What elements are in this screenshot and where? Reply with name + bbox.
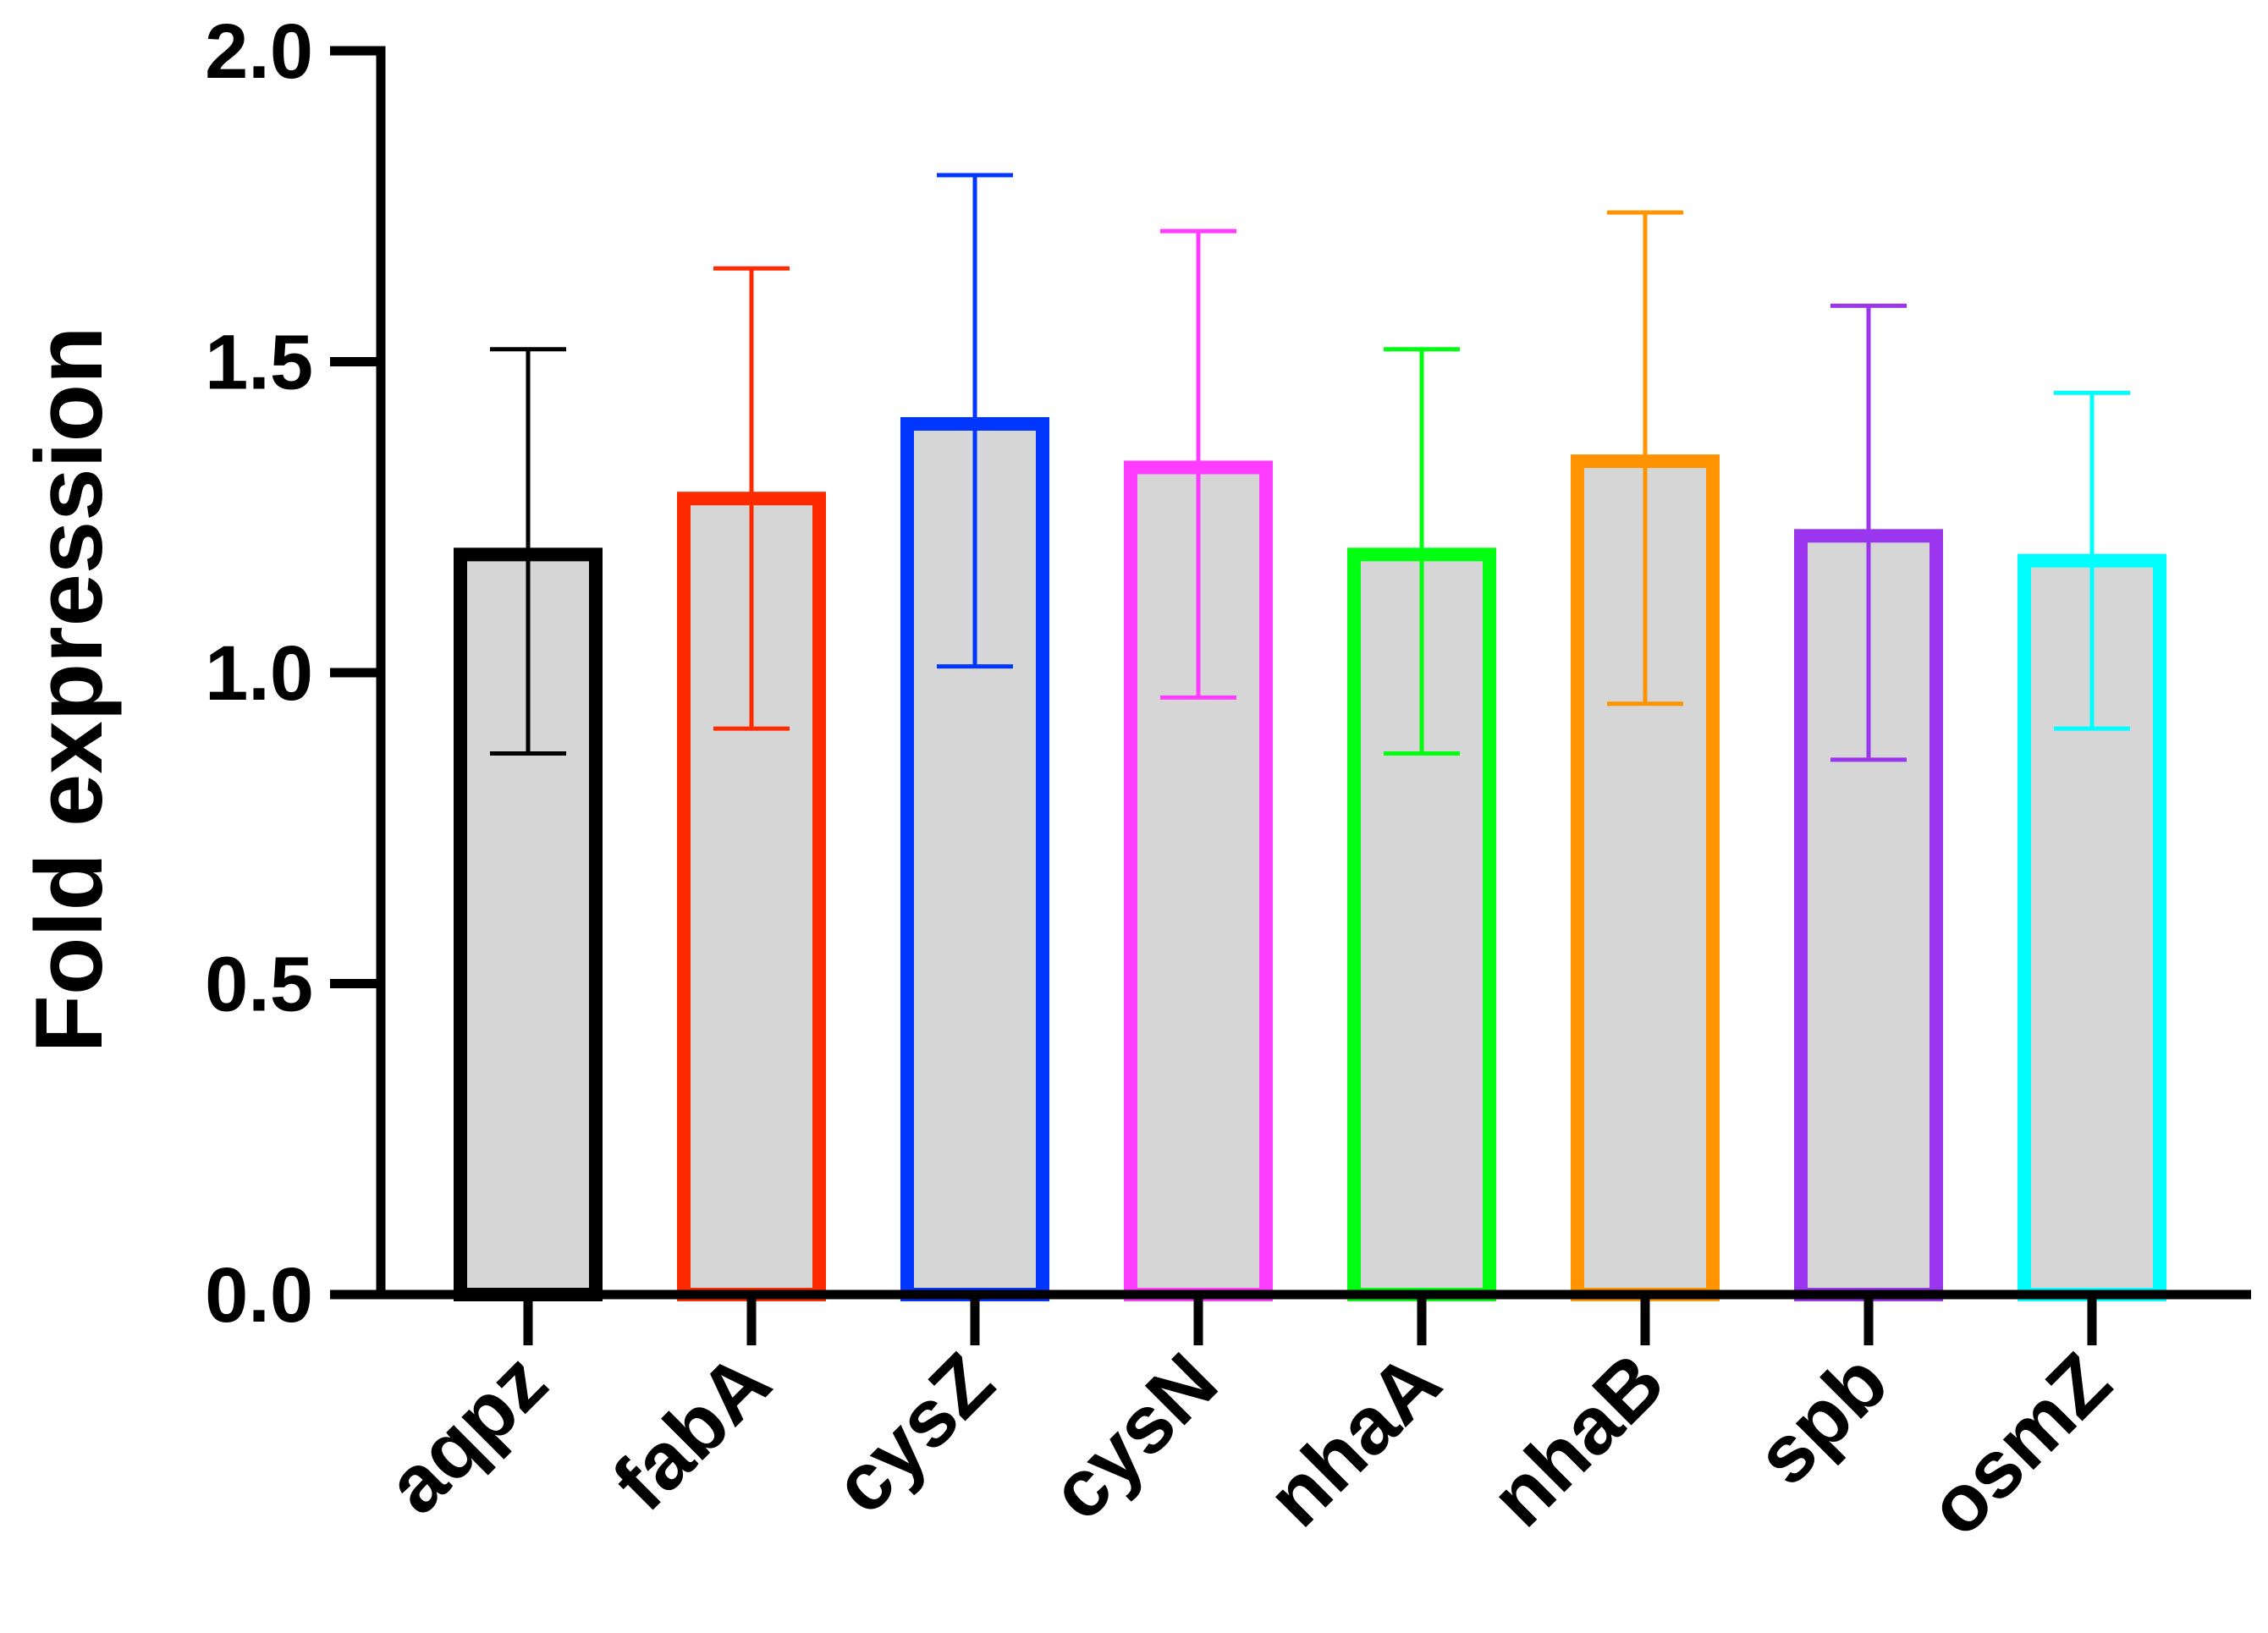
y-ticks: 0.0 0.5 1.0 1.5 2.0 [205, 8, 381, 1339]
error-bar-aqpz [490, 347, 566, 756]
y-tick-label: 0.0 [205, 1252, 313, 1339]
x-tick-label-cysN: cysN [1033, 1336, 1235, 1537]
error-bars-layer [490, 173, 2130, 762]
error-bar-spb [1830, 303, 1907, 762]
bar-cysN [1124, 460, 1273, 1301]
x-tick-label-fabA: fabA [596, 1336, 788, 1528]
y-axis-title: Fold expression [16, 327, 122, 1053]
bars-layer [454, 417, 2166, 1301]
error-bar-nhaA [1384, 347, 1460, 756]
x-tick-label-osmZ: osmZ [1911, 1336, 2128, 1553]
y-tick-label: 1.5 [205, 320, 313, 406]
x-ticks: aqpz fabA cysZ cysN nhaA nhaB spb osmZ [370, 1295, 2128, 1553]
x-tick-label-spb: spb [1739, 1336, 1905, 1502]
y-tick-label: 0.5 [205, 942, 313, 1028]
error-bar-cysZ [937, 173, 1013, 669]
error-bar-nhaB [1607, 210, 1683, 707]
x-tick-label-nhaB: nhaB [1473, 1336, 1681, 1543]
axes-layer [330, 46, 2251, 1300]
x-tick-label-aqpz: aqpz [370, 1336, 564, 1531]
error-bar-fabA [713, 266, 790, 731]
y-tick-label: 1.0 [205, 630, 313, 717]
error-bar-osmZ [2054, 390, 2130, 731]
x-tick-label-cysZ: cysZ [816, 1336, 1010, 1531]
y-tick-label: 2.0 [205, 8, 313, 95]
error-bar-cysN [1160, 228, 1236, 700]
x-tick-label-nhaA: nhaA [1250, 1336, 1457, 1543]
